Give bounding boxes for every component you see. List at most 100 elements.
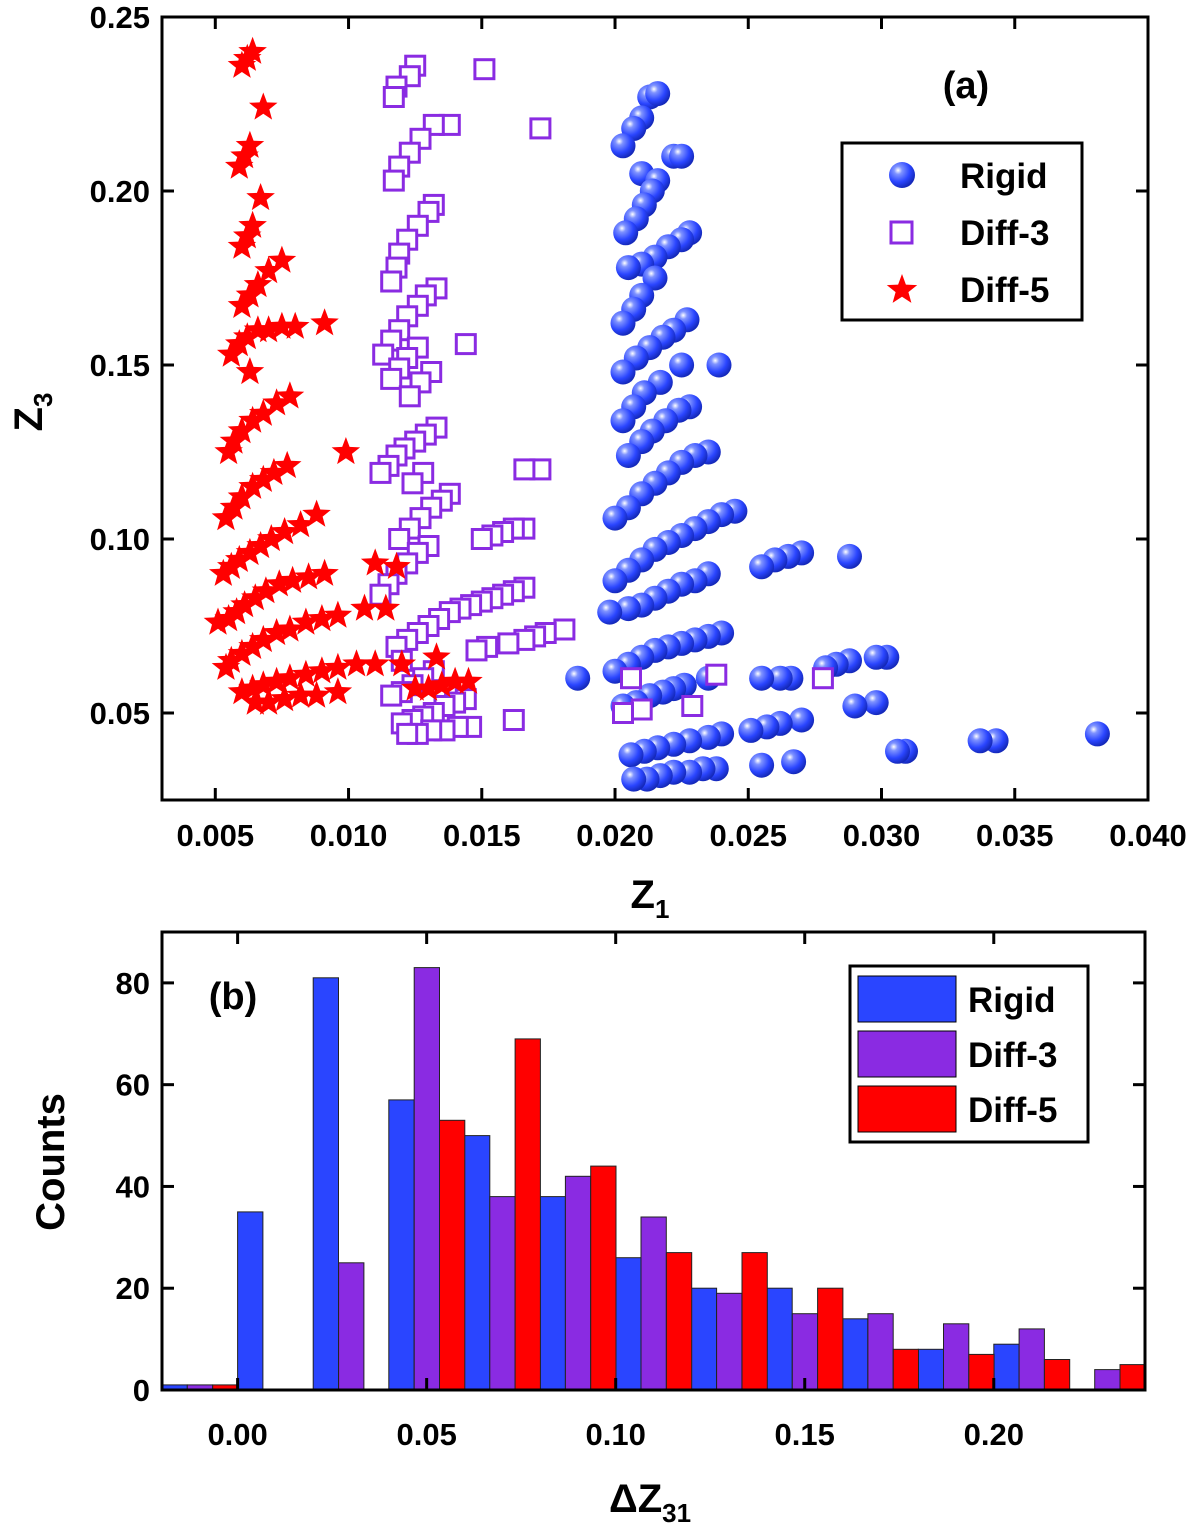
rigid-point: [767, 665, 793, 691]
diff-5-point: [307, 604, 337, 632]
diff-3-bar: [413, 967, 441, 1391]
diff-5-point: [233, 43, 262, 71]
rigid-bar: [690, 1287, 718, 1391]
rigid-point: [615, 443, 641, 468]
rigid-point: [885, 738, 910, 764]
rigid-bar: [917, 1348, 945, 1391]
x-tick-label: 0.05: [396, 1417, 456, 1452]
panel-b-label: (b): [209, 976, 258, 1018]
x-tick-label: 0.005: [177, 818, 255, 853]
legend-diff-3-marker: [889, 220, 914, 245]
diff-3-point: [380, 270, 403, 293]
panel-a-legend: Rigid Diff-3 Diff-5: [840, 141, 1084, 322]
diff-5-point: [241, 583, 270, 611]
diff-5-point: [270, 517, 299, 545]
diff-3-point: [497, 632, 520, 655]
diff-5-point: [214, 437, 243, 465]
diff-3-point: [630, 698, 653, 721]
diff-5-point: [414, 673, 443, 701]
diff-5-point: [323, 600, 353, 628]
diff-3-point: [612, 702, 634, 724]
diff-5-point: [227, 231, 257, 259]
diff-5-point: [217, 645, 246, 673]
rigid-point: [863, 644, 889, 670]
diff-3-point: [401, 472, 424, 495]
rigid-point: [669, 143, 695, 169]
rigid-point: [621, 766, 647, 792]
diff-3-bar: [489, 1196, 516, 1391]
diff-3-point: [398, 385, 421, 408]
diff-3-point: [470, 528, 493, 550]
diff-3-point: [369, 461, 392, 484]
diff-5-bar: [741, 1252, 768, 1391]
diff-5-bar: [665, 1252, 693, 1391]
diff-5-point: [227, 290, 257, 318]
diff-5-point: [249, 670, 278, 698]
rigid-point: [610, 310, 636, 336]
panel-b-bars: [161, 967, 1146, 1391]
diff-5-point: [427, 670, 457, 698]
x-tick-label: 0.020: [576, 818, 654, 853]
legend-rigid-marker: [889, 162, 915, 188]
diff-3-point: [454, 333, 477, 356]
rigid-point: [1084, 721, 1110, 747]
rigid-point: [967, 728, 993, 754]
diff-5-point: [235, 357, 265, 385]
diff-5-point: [302, 499, 331, 527]
legend-b-rigid-label: Rigid: [968, 981, 1055, 1020]
legend-diff-3-label: Diff-3: [960, 214, 1049, 253]
diff-3-bar: [338, 1262, 365, 1391]
rigid-point: [610, 359, 636, 385]
diff-5-point: [267, 311, 297, 339]
diff-5-point: [235, 130, 265, 158]
diff-5-bar: [968, 1353, 995, 1391]
y-tick-label: 0.25: [90, 0, 150, 35]
x-tick-label: 0.035: [976, 818, 1054, 853]
legend-b-rigid-swatch: [857, 975, 957, 1023]
panel-b-y-axis-title: Counts: [29, 1093, 73, 1231]
legend-b-diff-3-label: Diff-3: [968, 1036, 1057, 1075]
x-tick-label: 0.20: [964, 1417, 1024, 1452]
x-tick-label: 0.040: [1109, 818, 1187, 853]
rigid-point: [842, 693, 868, 719]
diff-3-bar: [1018, 1328, 1045, 1391]
y-tick-label: 40: [116, 1169, 150, 1204]
diff-5-point: [281, 311, 310, 339]
diff-5-point: [275, 381, 305, 409]
diff-3-bar: [716, 1292, 743, 1391]
x-tick-label: 0.00: [207, 1417, 267, 1452]
panel-a-label: (a): [943, 65, 989, 107]
diff-5-point: [323, 677, 353, 705]
diff-5-point: [241, 687, 270, 715]
x-tick-label: 0.15: [775, 1417, 835, 1452]
diff-5-point: [382, 551, 411, 579]
rigid-bar: [993, 1343, 1020, 1391]
diff-5-point: [230, 141, 259, 169]
panel-b-x-axis-title: ΔZ31: [609, 1477, 691, 1528]
rigid-bar: [766, 1287, 793, 1391]
diff-3-bar: [867, 1313, 894, 1391]
diff-5-point: [249, 92, 278, 120]
rigid-point: [695, 724, 721, 750]
rigid-point: [669, 352, 695, 378]
panel-b-x-ticks: 0.00 0.05 0.10 0.15 0.20: [207, 932, 1024, 1452]
x-tick-label: 0.025: [709, 818, 787, 853]
diff-5-point: [225, 151, 254, 179]
diff-5-bar: [439, 1119, 466, 1391]
rigid-point: [613, 220, 639, 246]
diff-5-bar: [892, 1348, 920, 1391]
diff-5-point: [273, 450, 302, 479]
diff-5-point: [233, 322, 262, 350]
diff-3-point: [502, 709, 525, 731]
diff-5-point: [270, 684, 299, 712]
diff-5-point: [323, 652, 353, 680]
diff-5-point: [238, 405, 267, 433]
diff-5-point: [262, 618, 291, 646]
diff-5-point: [342, 649, 371, 677]
diff-5-point: [254, 256, 283, 284]
rigid-point: [565, 665, 591, 691]
diff-3-point: [380, 684, 403, 707]
diff-5-point: [259, 457, 289, 485]
diff-5-point: [246, 183, 275, 211]
diff-5-point: [267, 245, 297, 273]
